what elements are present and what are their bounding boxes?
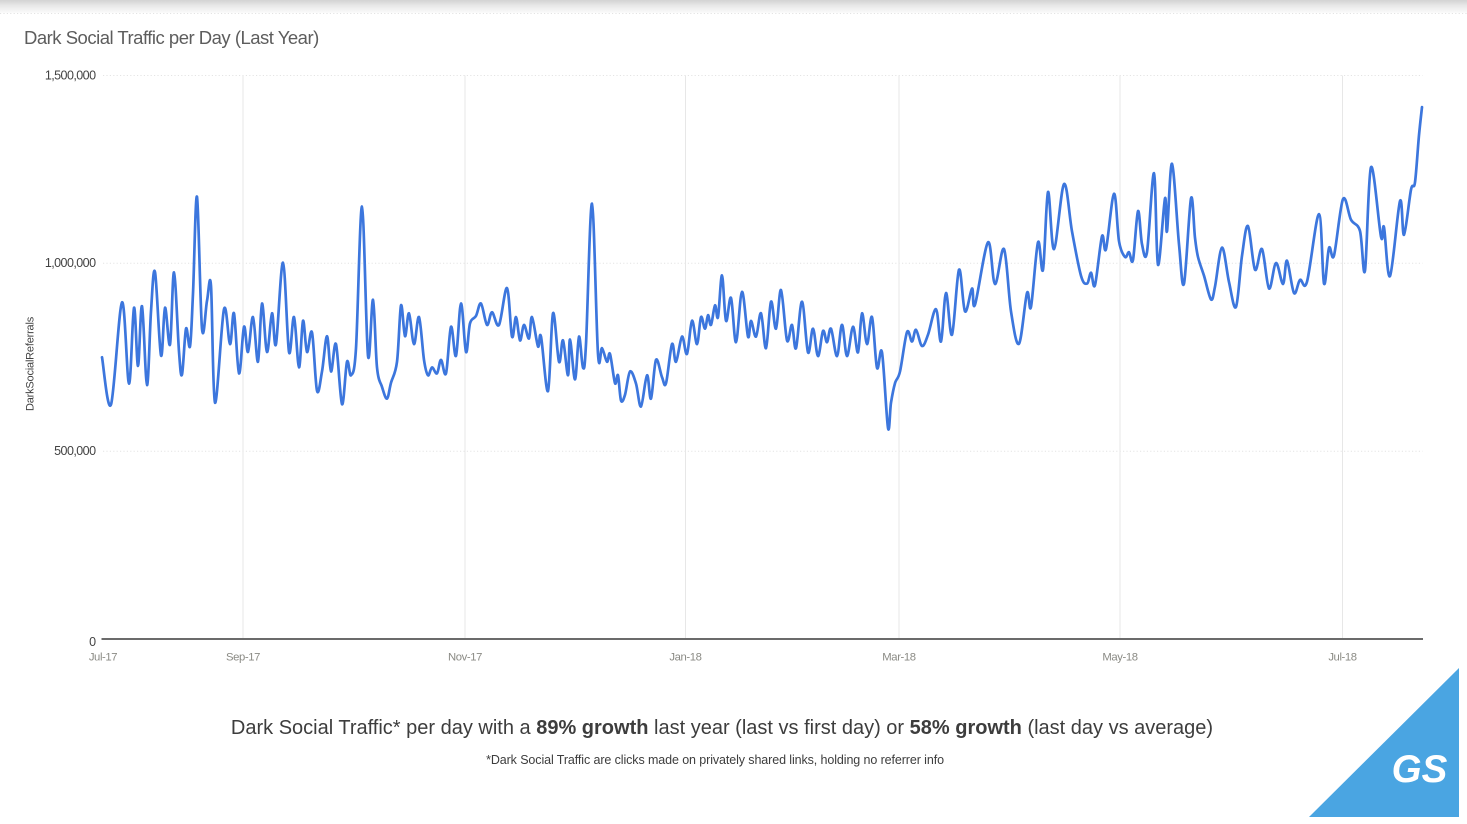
svg-text:Jul-17: Jul-17	[89, 652, 117, 664]
svg-text:GS: GS	[1392, 748, 1448, 791]
svg-text:1,500,000: 1,500,000	[45, 68, 96, 82]
svg-text:500,000: 500,000	[54, 444, 96, 458]
svg-text:Jan-18: Jan-18	[669, 652, 701, 664]
svg-text:DarkSocialReferrals: DarkSocialReferrals	[25, 316, 37, 411]
svg-text:0: 0	[89, 635, 96, 649]
svg-text:1,000,000: 1,000,000	[45, 256, 96, 270]
svg-text:Mar-18: Mar-18	[882, 652, 915, 664]
svg-text:Sep-17: Sep-17	[226, 652, 260, 664]
svg-text:Jul-18: Jul-18	[1328, 652, 1356, 664]
svg-text:Nov-17: Nov-17	[448, 652, 482, 664]
svg-text:May-18: May-18	[1102, 652, 1137, 664]
